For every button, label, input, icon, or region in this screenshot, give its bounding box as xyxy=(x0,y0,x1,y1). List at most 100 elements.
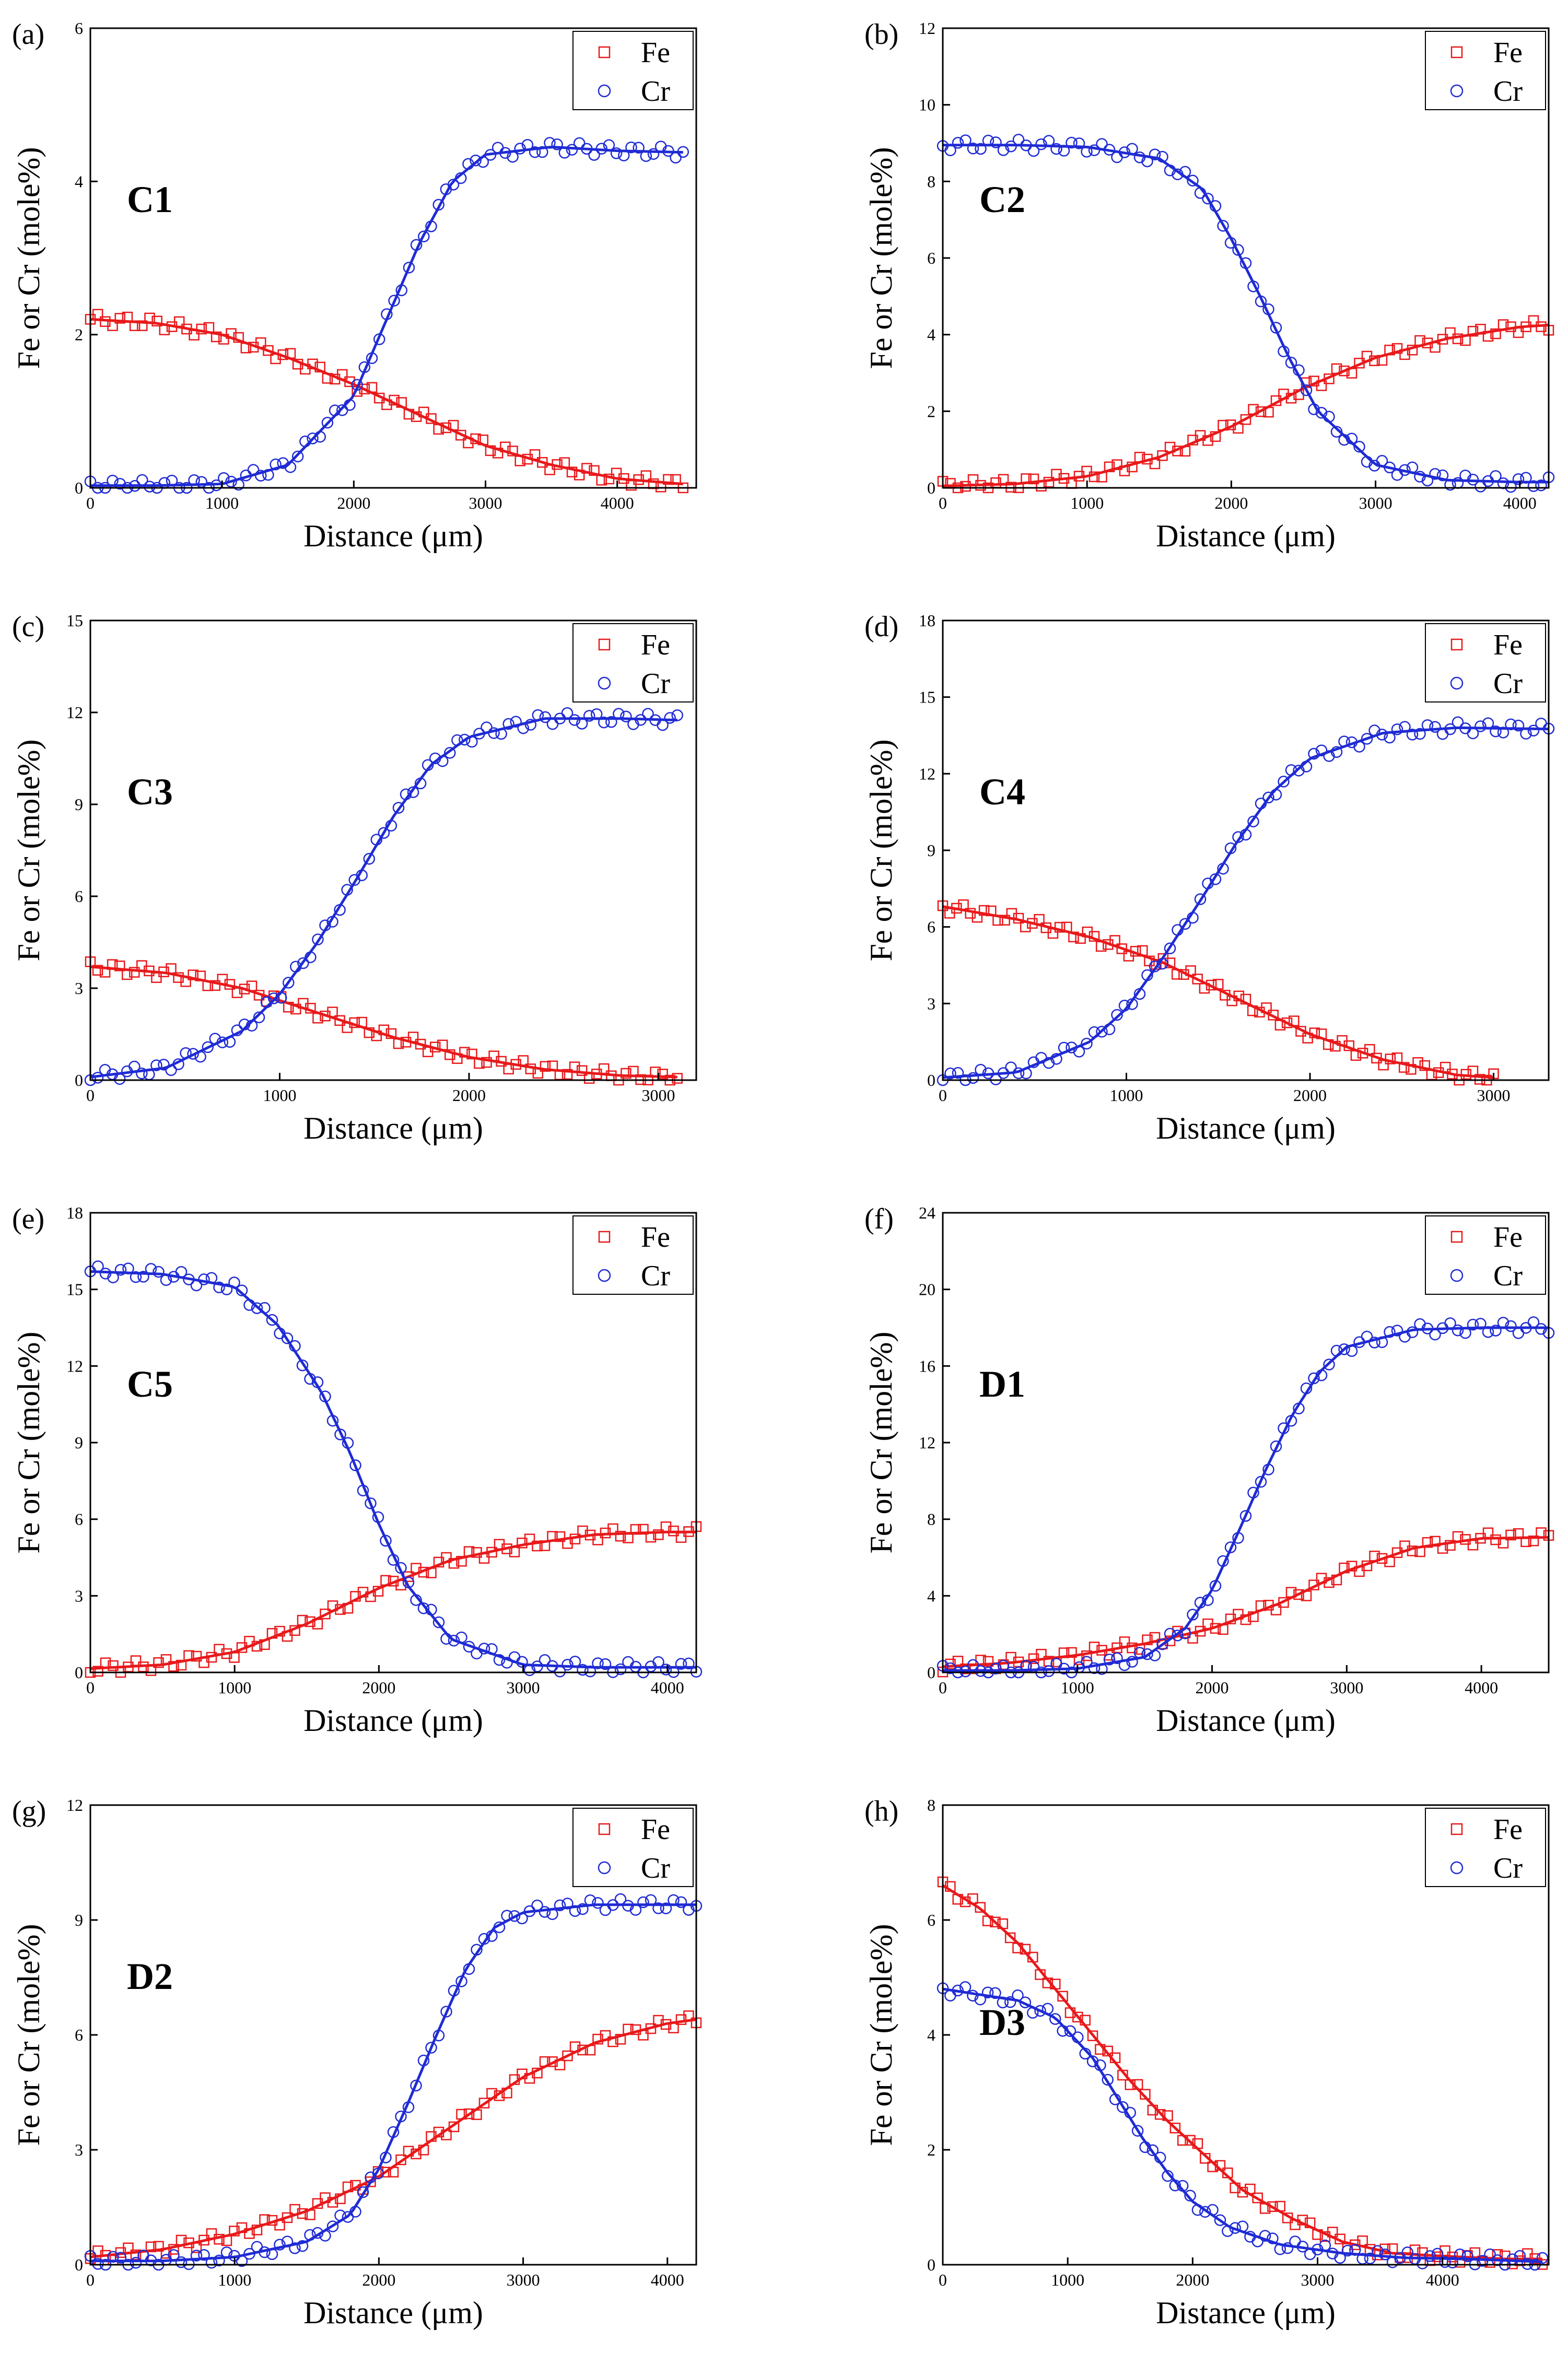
data-point-fe xyxy=(1327,2227,1338,2238)
data-point-fe xyxy=(524,1533,535,1544)
x-tick-label: 1000 xyxy=(205,494,239,512)
legend-label-fe: Fe xyxy=(1493,1813,1523,1846)
data-point-fe xyxy=(1350,2239,1361,2251)
data-point-cr xyxy=(1512,1327,1525,1339)
data-point-fe xyxy=(486,2088,497,2099)
series-fe xyxy=(85,309,689,494)
data-point-fe xyxy=(952,1894,963,1905)
data-point-cr xyxy=(395,284,408,297)
data-point-fe xyxy=(418,2145,429,2156)
data-point-cr xyxy=(259,1302,271,1314)
data-point-fe xyxy=(1528,315,1539,326)
data-point-fe xyxy=(456,2109,467,2120)
data-point-fe xyxy=(1437,1543,1448,1554)
data-point-fe xyxy=(623,2023,634,2035)
data-point-fe xyxy=(320,1608,331,1620)
data-point-cr xyxy=(291,450,304,463)
data-point-fe xyxy=(1134,452,1145,463)
data-point-cr xyxy=(432,1616,445,1629)
data-point-fe xyxy=(274,2219,285,2231)
x-tick-label: 2000 xyxy=(337,494,370,512)
data-point-fe xyxy=(1222,2167,1233,2179)
panel-a: 0 1000 2000 3000 4000 0 2 4 6 Distance (μm) Fe or … xyxy=(11,18,697,553)
data-point-cr xyxy=(410,2079,422,2092)
data-point-fe xyxy=(1081,1650,1092,1661)
data-point-cr xyxy=(122,1262,134,1274)
data-point-cr xyxy=(1209,200,1222,212)
data-point-cr xyxy=(975,1063,987,1076)
data-point-cr xyxy=(205,1272,218,1284)
data-point-fe xyxy=(1210,1623,1221,1634)
data-point-cr xyxy=(1391,1325,1403,1337)
data-point-cr xyxy=(236,1284,248,1296)
data-point-cr xyxy=(1081,1037,1093,1050)
legend-marker-fe xyxy=(598,638,611,651)
data-point-fe xyxy=(1346,368,1358,379)
data-point-fe xyxy=(365,2176,376,2187)
legend: Fe Cr xyxy=(1425,623,1546,703)
data-point-fe xyxy=(645,2023,657,2034)
data-point-fe xyxy=(441,2129,452,2140)
data-point-fe xyxy=(327,2197,338,2208)
data-point-cr xyxy=(470,154,482,167)
data-point-cr xyxy=(1094,2059,1106,2071)
data-point-cr xyxy=(1300,384,1313,396)
data-point-fe xyxy=(1089,931,1100,942)
data-point-cr xyxy=(516,1912,528,1925)
legend-box xyxy=(1425,1808,1546,1887)
data-point-cr xyxy=(1454,2248,1466,2261)
y-tick-label: 9 xyxy=(75,1433,83,1452)
panel-letter: (f) xyxy=(864,1203,894,1235)
data-point-fe xyxy=(337,369,348,380)
data-point-fe xyxy=(1149,1632,1161,1643)
data-point-cr xyxy=(1232,1532,1244,1544)
data-point-fe xyxy=(1391,343,1403,354)
data-point-cr xyxy=(400,788,412,801)
data-point-fe xyxy=(1247,1005,1258,1016)
data-point-cr xyxy=(395,1562,407,1574)
data-point-fe xyxy=(1109,935,1120,946)
data-point-cr xyxy=(1475,1318,1487,1330)
data-point-fe xyxy=(959,1896,971,1907)
data-point-fe xyxy=(183,1650,194,1661)
data-point-cr xyxy=(1467,727,1479,740)
data-point-cr xyxy=(260,996,273,1009)
legend-label-fe: Fe xyxy=(1493,37,1523,69)
data-point-cr xyxy=(1300,1382,1313,1395)
data-point-cr xyxy=(466,735,478,748)
data-point-fe xyxy=(226,328,237,339)
data-point-fe xyxy=(683,2010,694,2021)
data-point-fe xyxy=(574,470,585,481)
panel-c: 0 1000 2000 3000 0 3 6 9 12 15 Distance (μm) Fe or … xyxy=(11,611,697,1145)
data-point-cr xyxy=(581,143,593,155)
data-point-fe xyxy=(1072,2011,1083,2023)
data-point-fe xyxy=(307,358,318,370)
y-tick-label: 6 xyxy=(75,887,83,906)
series-fe xyxy=(937,1876,1548,2270)
data-point-cr xyxy=(576,718,588,730)
data-point-cr xyxy=(1247,815,1259,828)
data-point-fe xyxy=(327,1600,338,1611)
data-point-cr xyxy=(150,1059,162,1071)
data-point-cr xyxy=(274,2239,286,2251)
sample-label: C5 xyxy=(127,1363,173,1405)
data-point-fe xyxy=(144,965,155,977)
data-point-fe xyxy=(1245,2183,1256,2195)
data-point-cr xyxy=(640,150,652,162)
x-axis-title: Distance (μm) xyxy=(1156,1703,1336,1738)
y-axis-title: Fe or Cr (mole%) xyxy=(11,1332,46,1554)
data-point-cr xyxy=(414,777,427,790)
data-point-cr xyxy=(380,2151,392,2163)
x-tick-label: 2000 xyxy=(1293,1086,1327,1105)
data-point-cr xyxy=(160,1274,172,1286)
data-point-cr xyxy=(588,149,600,161)
data-point-fe xyxy=(210,331,222,343)
data-point-fe xyxy=(1274,2200,1286,2212)
data-point-cr xyxy=(1452,716,1464,729)
y-tick-label: 9 xyxy=(927,841,935,860)
data-point-fe xyxy=(1200,2153,1211,2164)
sample-label: D1 xyxy=(979,1363,1025,1405)
data-point-fe xyxy=(1407,1546,1418,1556)
legend-marker-cr xyxy=(598,84,611,98)
data-point-cr xyxy=(1353,741,1365,753)
